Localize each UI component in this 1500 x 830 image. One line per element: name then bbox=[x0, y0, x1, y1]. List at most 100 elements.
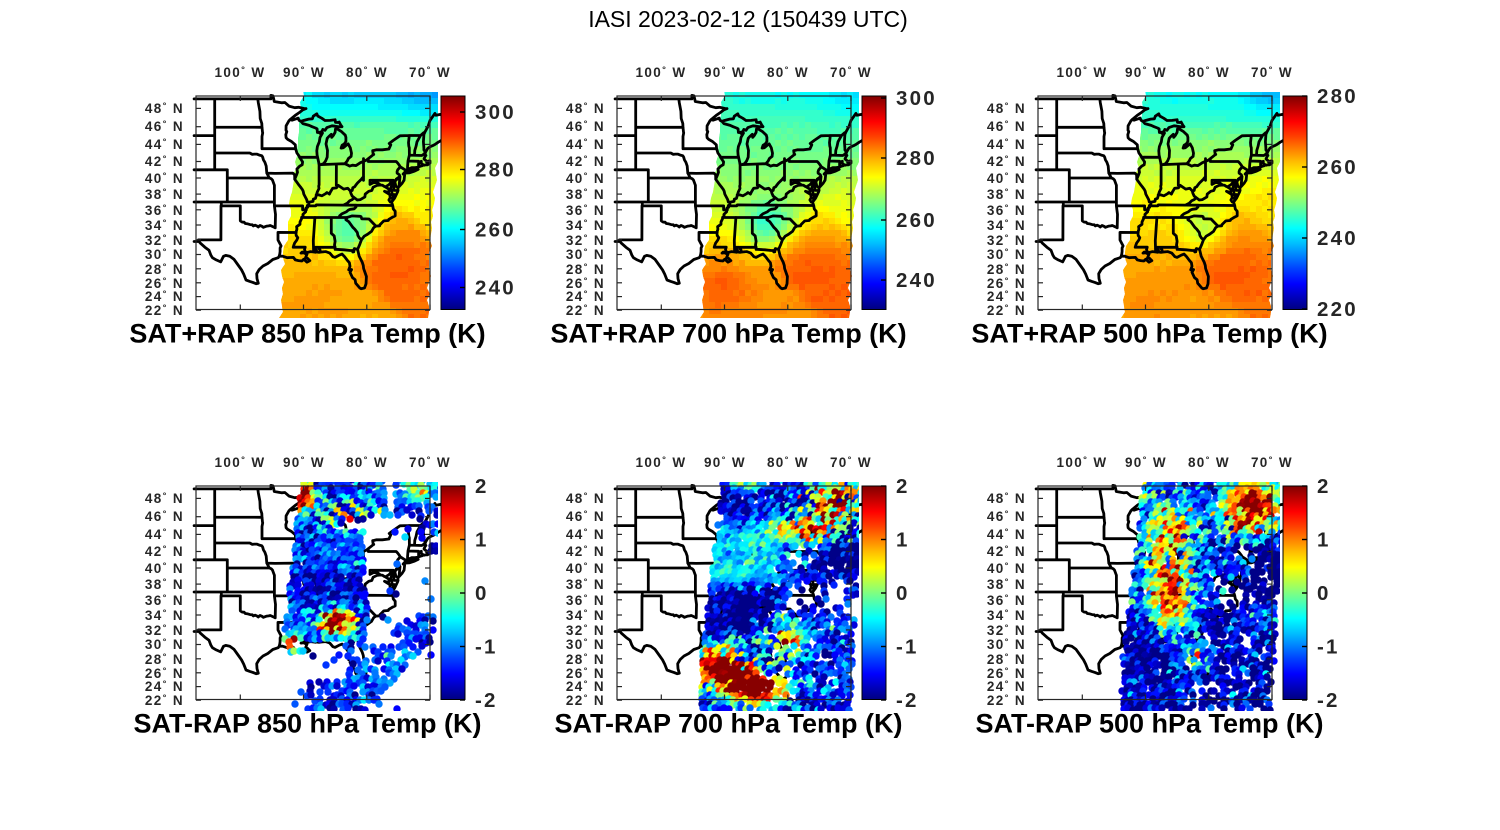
svg-text:240: 240 bbox=[896, 269, 937, 292]
svg-text:IASI 2023-02-12 (150439 UTC): IASI 2023-02-12 (150439 UTC) bbox=[588, 6, 908, 32]
svg-text:34° N: 34° N bbox=[566, 218, 605, 234]
svg-text:SAT+RAP 700 hPa Temp (K): SAT+RAP 700 hPa Temp (K) bbox=[550, 319, 906, 349]
svg-text:80° W: 80° W bbox=[767, 65, 809, 81]
svg-text:26° N: 26° N bbox=[987, 276, 1026, 292]
svg-text:28° N: 28° N bbox=[566, 652, 605, 668]
svg-text:24° N: 24° N bbox=[145, 289, 184, 305]
svg-text:1: 1 bbox=[896, 529, 910, 552]
svg-text:48° N: 48° N bbox=[566, 491, 605, 507]
svg-text:42° N: 42° N bbox=[987, 544, 1026, 560]
svg-text:34° N: 34° N bbox=[566, 608, 605, 624]
svg-text:1: 1 bbox=[475, 529, 489, 552]
svg-text:32° N: 32° N bbox=[566, 623, 605, 639]
svg-text:40° N: 40° N bbox=[145, 171, 184, 187]
svg-text:42° N: 42° N bbox=[566, 154, 605, 170]
svg-text:22° N: 22° N bbox=[566, 693, 605, 709]
svg-text:SAT-RAP 700 hPa Temp (K): SAT-RAP 700 hPa Temp (K) bbox=[554, 709, 902, 739]
svg-text:100° W: 100° W bbox=[1057, 455, 1108, 471]
svg-text:260: 260 bbox=[896, 209, 937, 232]
svg-text:38° N: 38° N bbox=[987, 577, 1026, 593]
svg-text:44° N: 44° N bbox=[987, 527, 1026, 543]
svg-text:26° N: 26° N bbox=[145, 276, 184, 292]
svg-text:80° W: 80° W bbox=[767, 455, 809, 471]
svg-text:70° W: 70° W bbox=[830, 455, 872, 471]
svg-text:100° W: 100° W bbox=[636, 455, 687, 471]
svg-text:46° N: 46° N bbox=[145, 509, 184, 525]
svg-text:32° N: 32° N bbox=[987, 623, 1026, 639]
svg-text:40° N: 40° N bbox=[145, 561, 184, 577]
svg-text:-1: -1 bbox=[896, 636, 919, 659]
svg-text:80° W: 80° W bbox=[1188, 65, 1230, 81]
svg-text:80° W: 80° W bbox=[346, 455, 388, 471]
svg-text:80° W: 80° W bbox=[1188, 455, 1230, 471]
svg-text:280: 280 bbox=[1317, 85, 1358, 108]
svg-text:-2: -2 bbox=[475, 689, 498, 712]
svg-text:100° W: 100° W bbox=[215, 455, 266, 471]
svg-text:24° N: 24° N bbox=[566, 289, 605, 305]
svg-text:28° N: 28° N bbox=[987, 262, 1026, 278]
svg-text:22° N: 22° N bbox=[987, 303, 1026, 319]
svg-text:36° N: 36° N bbox=[987, 203, 1026, 219]
svg-text:38° N: 38° N bbox=[566, 187, 605, 203]
svg-text:2: 2 bbox=[896, 475, 910, 498]
svg-text:240: 240 bbox=[475, 277, 516, 300]
svg-text:48° N: 48° N bbox=[566, 101, 605, 117]
svg-text:100° W: 100° W bbox=[215, 65, 266, 81]
svg-text:46° N: 46° N bbox=[987, 509, 1026, 525]
svg-text:42° N: 42° N bbox=[145, 544, 184, 560]
svg-text:44° N: 44° N bbox=[145, 137, 184, 153]
svg-text:70° W: 70° W bbox=[1251, 455, 1293, 471]
svg-text:90° W: 90° W bbox=[704, 455, 746, 471]
svg-text:36° N: 36° N bbox=[566, 203, 605, 219]
svg-text:32° N: 32° N bbox=[566, 233, 605, 249]
svg-text:-1: -1 bbox=[475, 636, 498, 659]
svg-text:SAT-RAP 500 hPa Temp (K): SAT-RAP 500 hPa Temp (K) bbox=[975, 709, 1323, 739]
svg-text:26° N: 26° N bbox=[145, 666, 184, 682]
svg-text:2: 2 bbox=[475, 475, 489, 498]
svg-text:46° N: 46° N bbox=[145, 119, 184, 135]
svg-text:70° W: 70° W bbox=[409, 65, 451, 81]
svg-text:44° N: 44° N bbox=[987, 137, 1026, 153]
svg-text:22° N: 22° N bbox=[987, 693, 1026, 709]
svg-text:36° N: 36° N bbox=[987, 593, 1026, 609]
svg-text:38° N: 38° N bbox=[145, 577, 184, 593]
svg-text:90° W: 90° W bbox=[1125, 455, 1167, 471]
svg-text:260: 260 bbox=[475, 219, 516, 242]
svg-text:-1: -1 bbox=[1317, 636, 1340, 659]
svg-text:34° N: 34° N bbox=[987, 218, 1026, 234]
svg-text:24° N: 24° N bbox=[566, 679, 605, 695]
svg-text:40° N: 40° N bbox=[987, 171, 1026, 187]
svg-text:28° N: 28° N bbox=[145, 652, 184, 668]
svg-text:34° N: 34° N bbox=[145, 608, 184, 624]
svg-text:42° N: 42° N bbox=[145, 154, 184, 170]
svg-text:38° N: 38° N bbox=[145, 187, 184, 203]
svg-text:36° N: 36° N bbox=[566, 593, 605, 609]
svg-text:22° N: 22° N bbox=[566, 303, 605, 319]
svg-text:28° N: 28° N bbox=[987, 652, 1026, 668]
svg-text:0: 0 bbox=[1317, 582, 1331, 605]
svg-text:260: 260 bbox=[1317, 156, 1358, 179]
svg-text:32° N: 32° N bbox=[145, 623, 184, 639]
svg-text:44° N: 44° N bbox=[566, 527, 605, 543]
svg-text:-2: -2 bbox=[1317, 689, 1340, 712]
svg-text:40° N: 40° N bbox=[987, 561, 1026, 577]
svg-text:70° W: 70° W bbox=[830, 65, 872, 81]
svg-text:32° N: 32° N bbox=[987, 233, 1026, 249]
svg-text:34° N: 34° N bbox=[145, 218, 184, 234]
svg-text:90° W: 90° W bbox=[283, 65, 325, 81]
svg-text:90° W: 90° W bbox=[1125, 65, 1167, 81]
svg-text:22° N: 22° N bbox=[145, 303, 184, 319]
svg-text:48° N: 48° N bbox=[145, 491, 184, 507]
svg-text:38° N: 38° N bbox=[566, 577, 605, 593]
svg-text:26° N: 26° N bbox=[987, 666, 1026, 682]
svg-text:30° N: 30° N bbox=[987, 247, 1026, 263]
svg-text:70° W: 70° W bbox=[409, 455, 451, 471]
svg-text:24° N: 24° N bbox=[987, 289, 1026, 305]
svg-text:38° N: 38° N bbox=[987, 187, 1026, 203]
svg-text:46° N: 46° N bbox=[566, 509, 605, 525]
svg-text:40° N: 40° N bbox=[566, 171, 605, 187]
svg-text:22° N: 22° N bbox=[145, 693, 184, 709]
svg-text:46° N: 46° N bbox=[987, 119, 1026, 135]
svg-text:240: 240 bbox=[1317, 227, 1358, 250]
svg-text:28° N: 28° N bbox=[145, 262, 184, 278]
